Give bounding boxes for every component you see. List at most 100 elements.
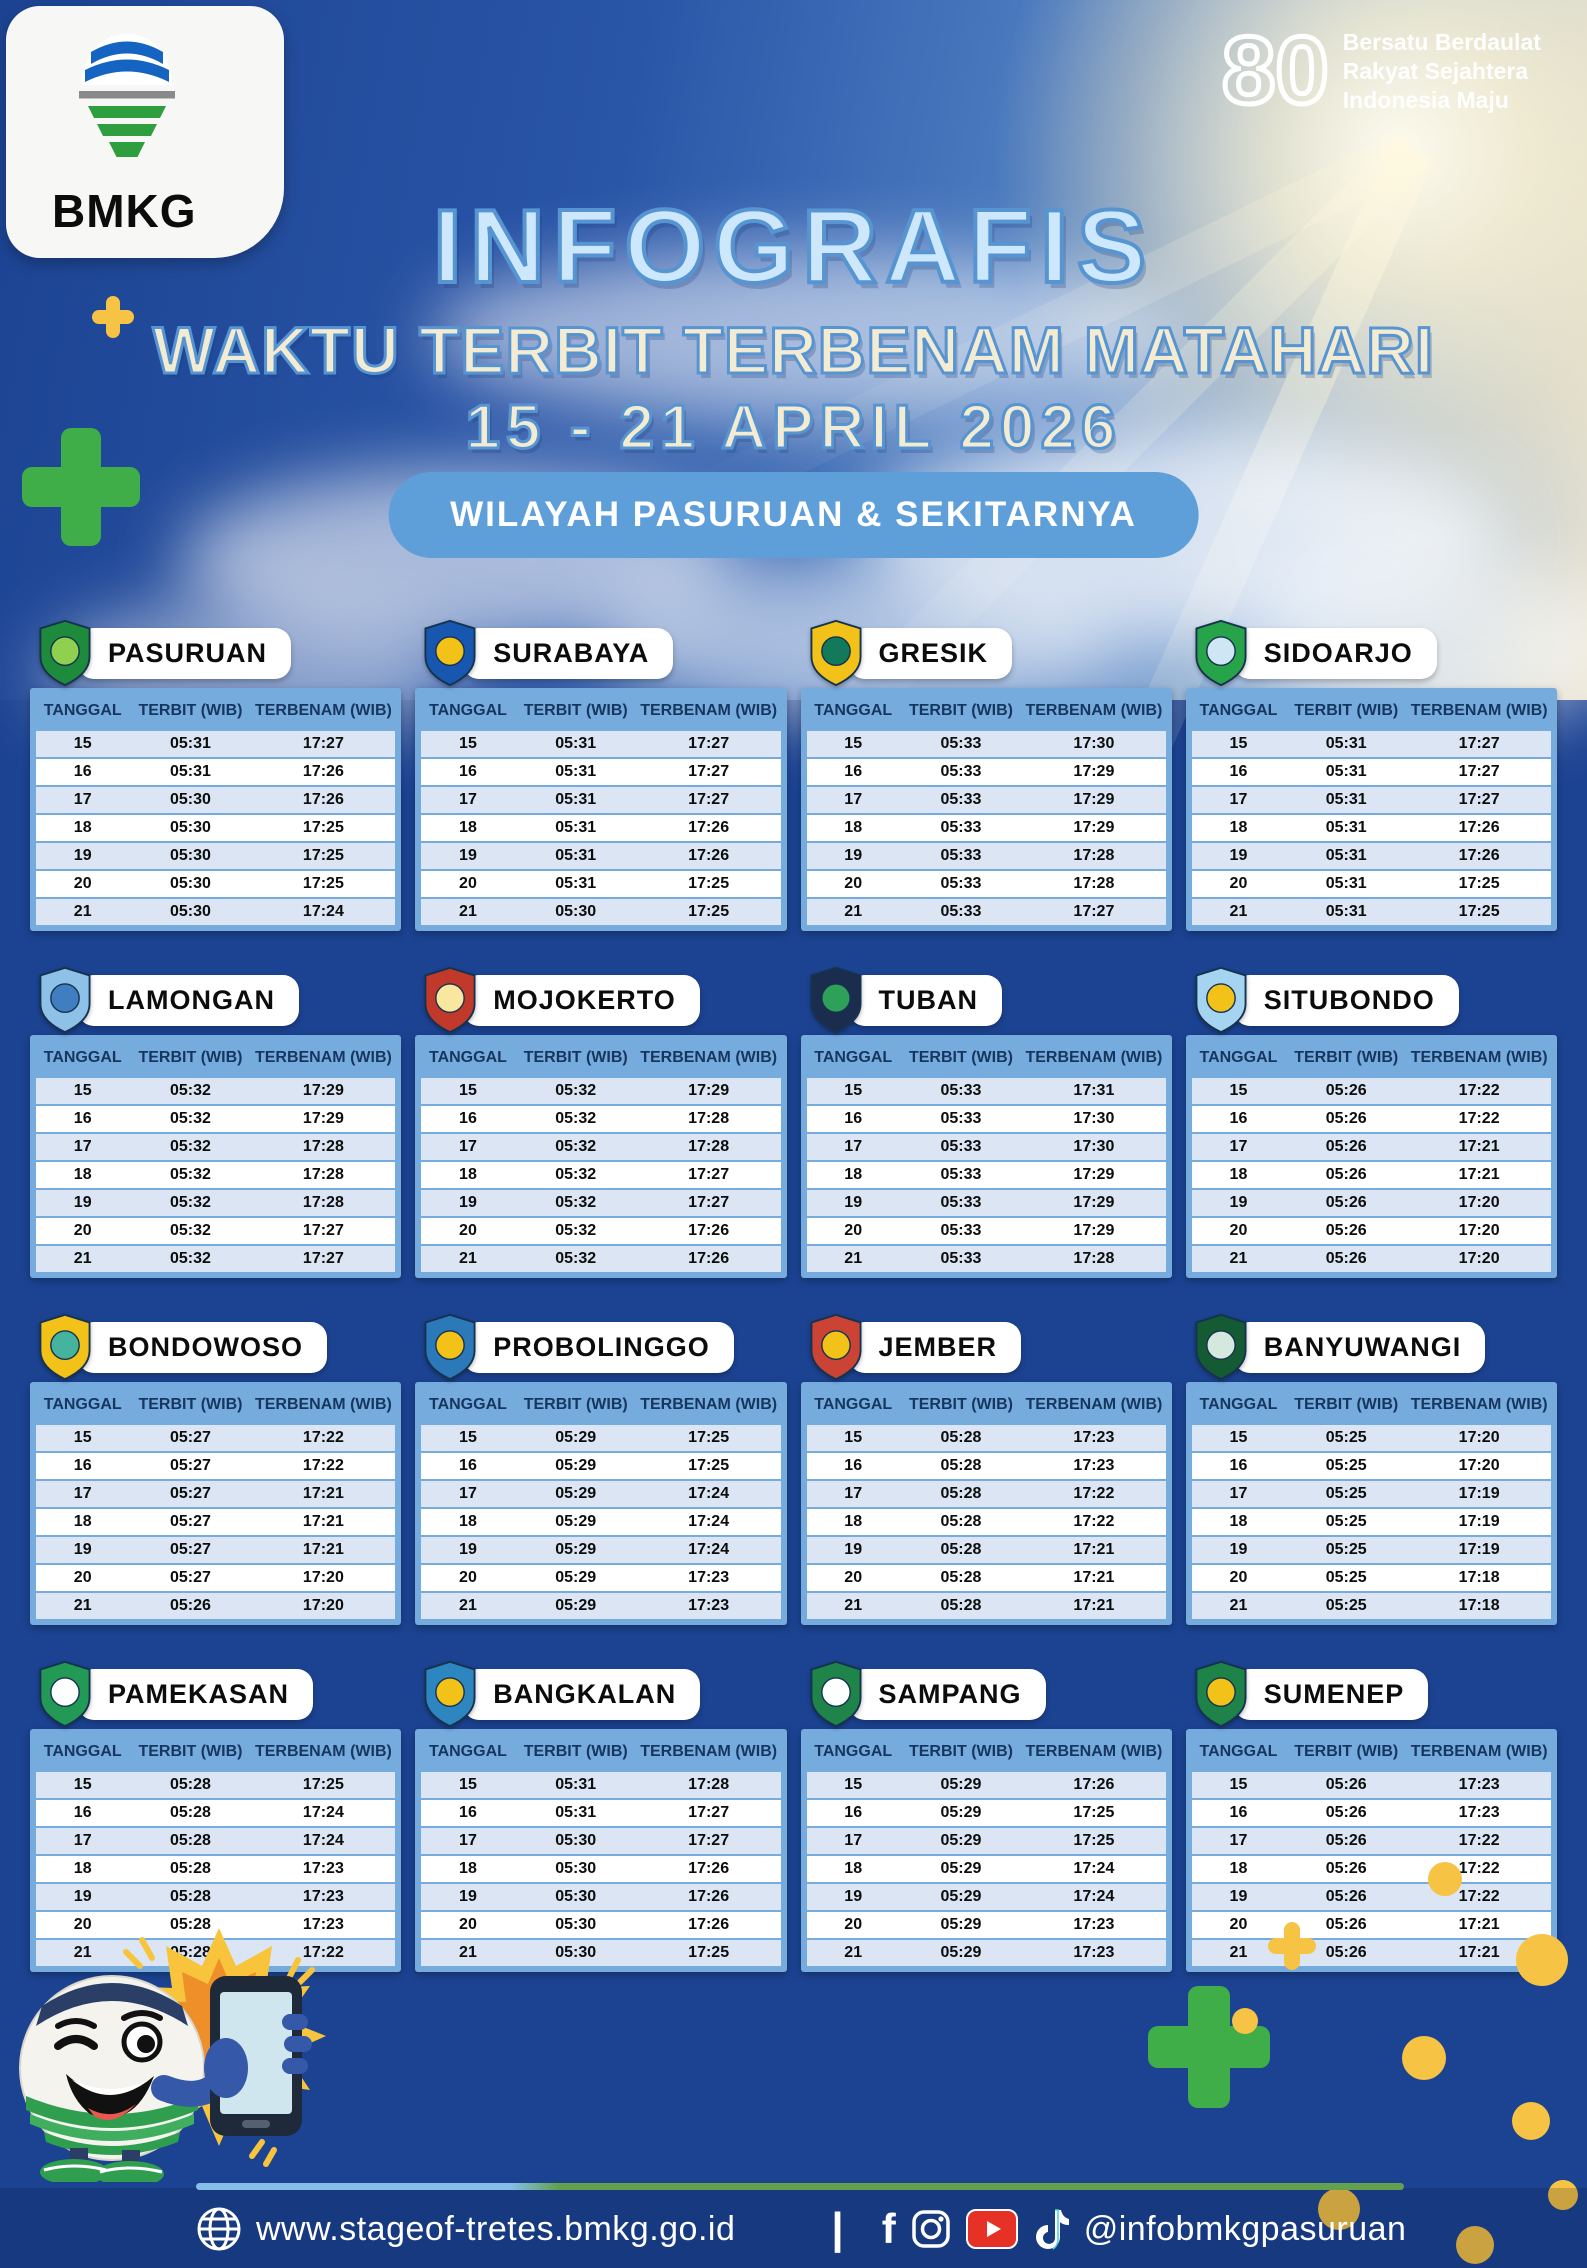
plus-decoration: [92, 296, 134, 338]
table-row: 21 05:26 17:20: [36, 1592, 396, 1619]
table-cell: 19: [806, 1883, 900, 1911]
table-cell: 05:30: [129, 814, 252, 842]
website-link[interactable]: www.stageof-tretes.bmkg.go.id: [256, 2209, 736, 2248]
table-cell: 17:25: [636, 1939, 781, 1966]
table-cell: 17: [806, 786, 900, 814]
city-header: PAMEKASAN: [34, 1660, 401, 1728]
facebook-icon[interactable]: f: [881, 2205, 896, 2252]
column-header: TANGGAL: [43, 1049, 122, 1066]
table-cell: 05:28: [129, 1771, 252, 1799]
column-header: TANGGAL: [43, 1743, 122, 1760]
table-cell: 17:18: [1407, 1564, 1551, 1592]
table-cell: 17:22: [1407, 1077, 1551, 1105]
decor-dot: [1512, 2102, 1550, 2140]
table-cell: 15: [36, 1771, 130, 1799]
instagram-icon[interactable]: [910, 2208, 952, 2250]
table-cell: 19: [806, 1189, 900, 1217]
table-cell: 21: [36, 1592, 130, 1619]
table-cell: 17:29: [1022, 1189, 1166, 1217]
table-cell: 17: [806, 1480, 900, 1508]
table-row: 16 05:32 17:29: [36, 1105, 396, 1133]
table-cell: 05:28: [899, 1564, 1023, 1592]
youtube-icon[interactable]: [965, 2209, 1018, 2249]
table-row: 16 05:31 17:27: [421, 1799, 781, 1827]
city-name-pill: SIDOARJO: [1233, 627, 1437, 679]
table-row: 17 05:26 17:21: [1191, 1133, 1551, 1161]
table-cell: 21: [1191, 1592, 1286, 1619]
table-cell: 19: [421, 1536, 515, 1564]
table-cell: 05:33: [899, 730, 1023, 758]
table-cell: 17:26: [636, 1911, 781, 1939]
table-cell: 17:23: [1022, 1424, 1166, 1452]
table-row: 15 05:28 17:23: [806, 1424, 1166, 1452]
column-header: TERBENAM (WIB): [254, 1049, 392, 1066]
anniversary-number: 80: [1220, 17, 1332, 124]
table-cell: 05:26: [1285, 1077, 1408, 1105]
city-header: SITUBONDO: [1190, 966, 1557, 1034]
table-cell: 17:23: [1407, 1799, 1551, 1827]
table-cell: 05:26: [1285, 1855, 1408, 1883]
table-cell: 17:28: [1022, 870, 1166, 898]
table-cell: 17:22: [251, 1452, 396, 1480]
table-header-row: TANGGAL TERBIT (WIB) TERBENAM (WIB): [1192, 694, 1551, 730]
table-cell: 05:29: [899, 1799, 1023, 1827]
table-cell: 18: [1191, 1508, 1286, 1536]
city-emblem-icon: [810, 1660, 861, 1728]
tiktok-icon[interactable]: [1032, 2207, 1070, 2251]
table-row: 19 05:30 17:26: [421, 1883, 781, 1911]
table-cell: 17:29: [1022, 1161, 1166, 1189]
table-row: 15 05:29 17:25: [421, 1424, 781, 1452]
table-row: 16 05:32 17:28: [421, 1105, 781, 1133]
table-cell: 16: [421, 1452, 515, 1480]
table-header-row: TANGGAL TERBIT (WIB) TERBENAM (WIB): [807, 1041, 1166, 1077]
table-row: 21 05:28 17:21: [806, 1592, 1166, 1619]
sunrise-sunset-table: TANGGAL TERBIT (WIB) TERBENAM (WIB) 15 05:2…: [1191, 1388, 1551, 1619]
table-cell: 05:29: [899, 1939, 1023, 1966]
table-cell: 18: [1191, 814, 1286, 842]
table-cell: 05:32: [514, 1161, 637, 1189]
table-header-row: TANGGAL TERBIT (WIB) TERBENAM (WIB): [36, 1388, 395, 1424]
table-cell: 05:30: [514, 1827, 637, 1855]
table-cell: 05:25: [1285, 1480, 1408, 1508]
column-header: TERBIT (WIB): [138, 1743, 243, 1760]
table-cell: 05:33: [899, 814, 1023, 842]
table-cell: 05:25: [1285, 1508, 1408, 1536]
table-cell: 17:18: [1407, 1592, 1551, 1619]
social-handle[interactable]: @infobmkgpasuruan: [1083, 2209, 1407, 2248]
table-row: 18 05:30 17:26: [421, 1855, 781, 1883]
table-cell: 17:27: [636, 1189, 781, 1217]
table-cell: 05:26: [1285, 1189, 1408, 1217]
table-cell: 17:27: [1407, 758, 1551, 786]
column-header: TERBIT (WIB): [523, 1049, 628, 1066]
column-header: TANGGAL: [43, 1396, 122, 1413]
table-cell: 05:31: [514, 1771, 637, 1799]
table-row: 19 05:33 17:28: [806, 842, 1166, 870]
table-cell: 18: [806, 1508, 900, 1536]
decor-dot: [1402, 2036, 1446, 2080]
table-cell: 17:28: [636, 1771, 781, 1799]
table-cell: 17:24: [251, 1799, 396, 1827]
table-cell: 21: [1191, 1245, 1286, 1272]
table-row: 20 05:29 17:23: [421, 1564, 781, 1592]
table-cell: 21: [421, 1592, 515, 1619]
sunrise-sunset-table: TANGGAL TERBIT (WIB) TERBENAM (WIB) 15 05:3…: [421, 1735, 781, 1966]
city-name-pill: SURABAYA: [463, 627, 674, 679]
table-header-row: TANGGAL TERBIT (WIB) TERBENAM (WIB): [807, 1388, 1166, 1424]
table-cell: 05:30: [129, 898, 252, 925]
column-header: TANGGAL: [428, 1396, 507, 1413]
city-table-card: SIDOARJO TANGGAL TERBIT (WIB) TERBENAM (WI…: [1185, 619, 1557, 931]
table-cell: 15: [421, 730, 515, 758]
table-cell: 05:26: [1285, 1883, 1408, 1911]
table-cell: 17:22: [1407, 1883, 1551, 1911]
column-header: TERBENAM (WIB): [254, 1743, 392, 1760]
table-cell: 05:30: [514, 898, 637, 925]
table-cell: 20: [1191, 1564, 1286, 1592]
table-cell: 05:29: [899, 1911, 1023, 1939]
table-row: 18 05:32 17:28: [36, 1161, 396, 1189]
table-row: 16 05:26 17:22: [1191, 1105, 1551, 1133]
table-cell: 05:33: [899, 1245, 1023, 1272]
table-cell: 05:31: [129, 758, 252, 786]
table-frame: TANGGAL TERBIT (WIB) TERBENAM (WIB) 15 05:2…: [800, 1382, 1172, 1625]
table-cell: 20: [36, 1911, 130, 1939]
